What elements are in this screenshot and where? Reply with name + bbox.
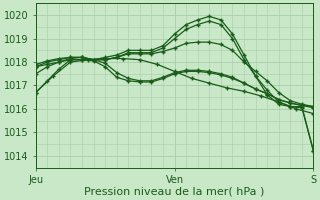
X-axis label: Pression niveau de la mer( hPa ): Pression niveau de la mer( hPa ) bbox=[84, 187, 265, 197]
